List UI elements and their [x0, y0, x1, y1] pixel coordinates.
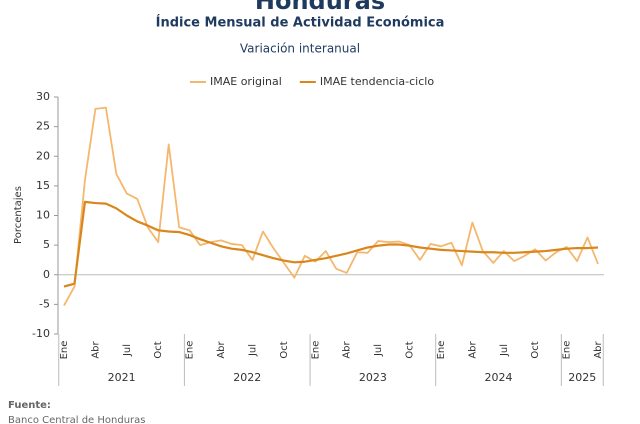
- y-tick-label: 25: [36, 120, 50, 133]
- year-label: 2021: [108, 371, 136, 384]
- y-tick-label: 30: [36, 90, 50, 103]
- year-label: 2022: [233, 371, 261, 384]
- y-axis-label: Porcentajes: [13, 186, 24, 244]
- x-tick-label: Ene: [310, 341, 321, 360]
- source-title: Fuente:: [8, 400, 51, 411]
- series-line: [63, 200, 599, 288]
- x-tick-label: Abr: [593, 340, 604, 358]
- x-tick-label: Oct: [279, 341, 290, 358]
- source: Banco Central de Honduras: [8, 415, 146, 424]
- chart-title: Honduras: [255, 0, 385, 15]
- y-tick-label: -5: [39, 297, 50, 310]
- year-label: 2024: [485, 371, 513, 384]
- y-tick-label: -10: [32, 327, 50, 340]
- x-tick-label: Oct: [153, 341, 164, 358]
- x-tick-label: Oct: [405, 341, 416, 358]
- series-line: [63, 106, 599, 306]
- legend-label: IMAE tendencia-ciclo: [320, 75, 435, 88]
- y-tick-label: 15: [36, 179, 50, 192]
- x-tick-label: Jul: [122, 344, 133, 357]
- x-tick-label: Ene: [59, 341, 70, 360]
- chart-subtitle2: Variación interanual: [240, 42, 360, 56]
- x-tick-label: Ene: [562, 341, 573, 360]
- x-tick-label: Abr: [467, 340, 478, 358]
- y-tick-label: 5: [43, 238, 50, 251]
- x-tick-label: Ene: [185, 341, 196, 360]
- y-tick-label: 0: [43, 268, 50, 281]
- x-tick-label: Jul: [499, 344, 510, 357]
- legend-label: IMAE original: [210, 75, 282, 88]
- x-tick-label: Abr: [216, 340, 227, 358]
- year-label: 2023: [359, 371, 387, 384]
- x-tick-label: Ene: [436, 341, 447, 360]
- x-tick-label: Abr: [90, 340, 101, 358]
- x-tick-label: Oct: [530, 341, 541, 358]
- year-label: 2025: [568, 371, 596, 384]
- x-tick-label: Abr: [342, 340, 353, 358]
- y-tick-label: 20: [36, 149, 50, 162]
- x-tick-label: Jul: [373, 344, 384, 357]
- y-tick-label: 10: [36, 209, 50, 222]
- chart-subtitle: Índice Mensual de Actividad Económica: [156, 15, 445, 31]
- x-tick-label: Jul: [247, 344, 258, 357]
